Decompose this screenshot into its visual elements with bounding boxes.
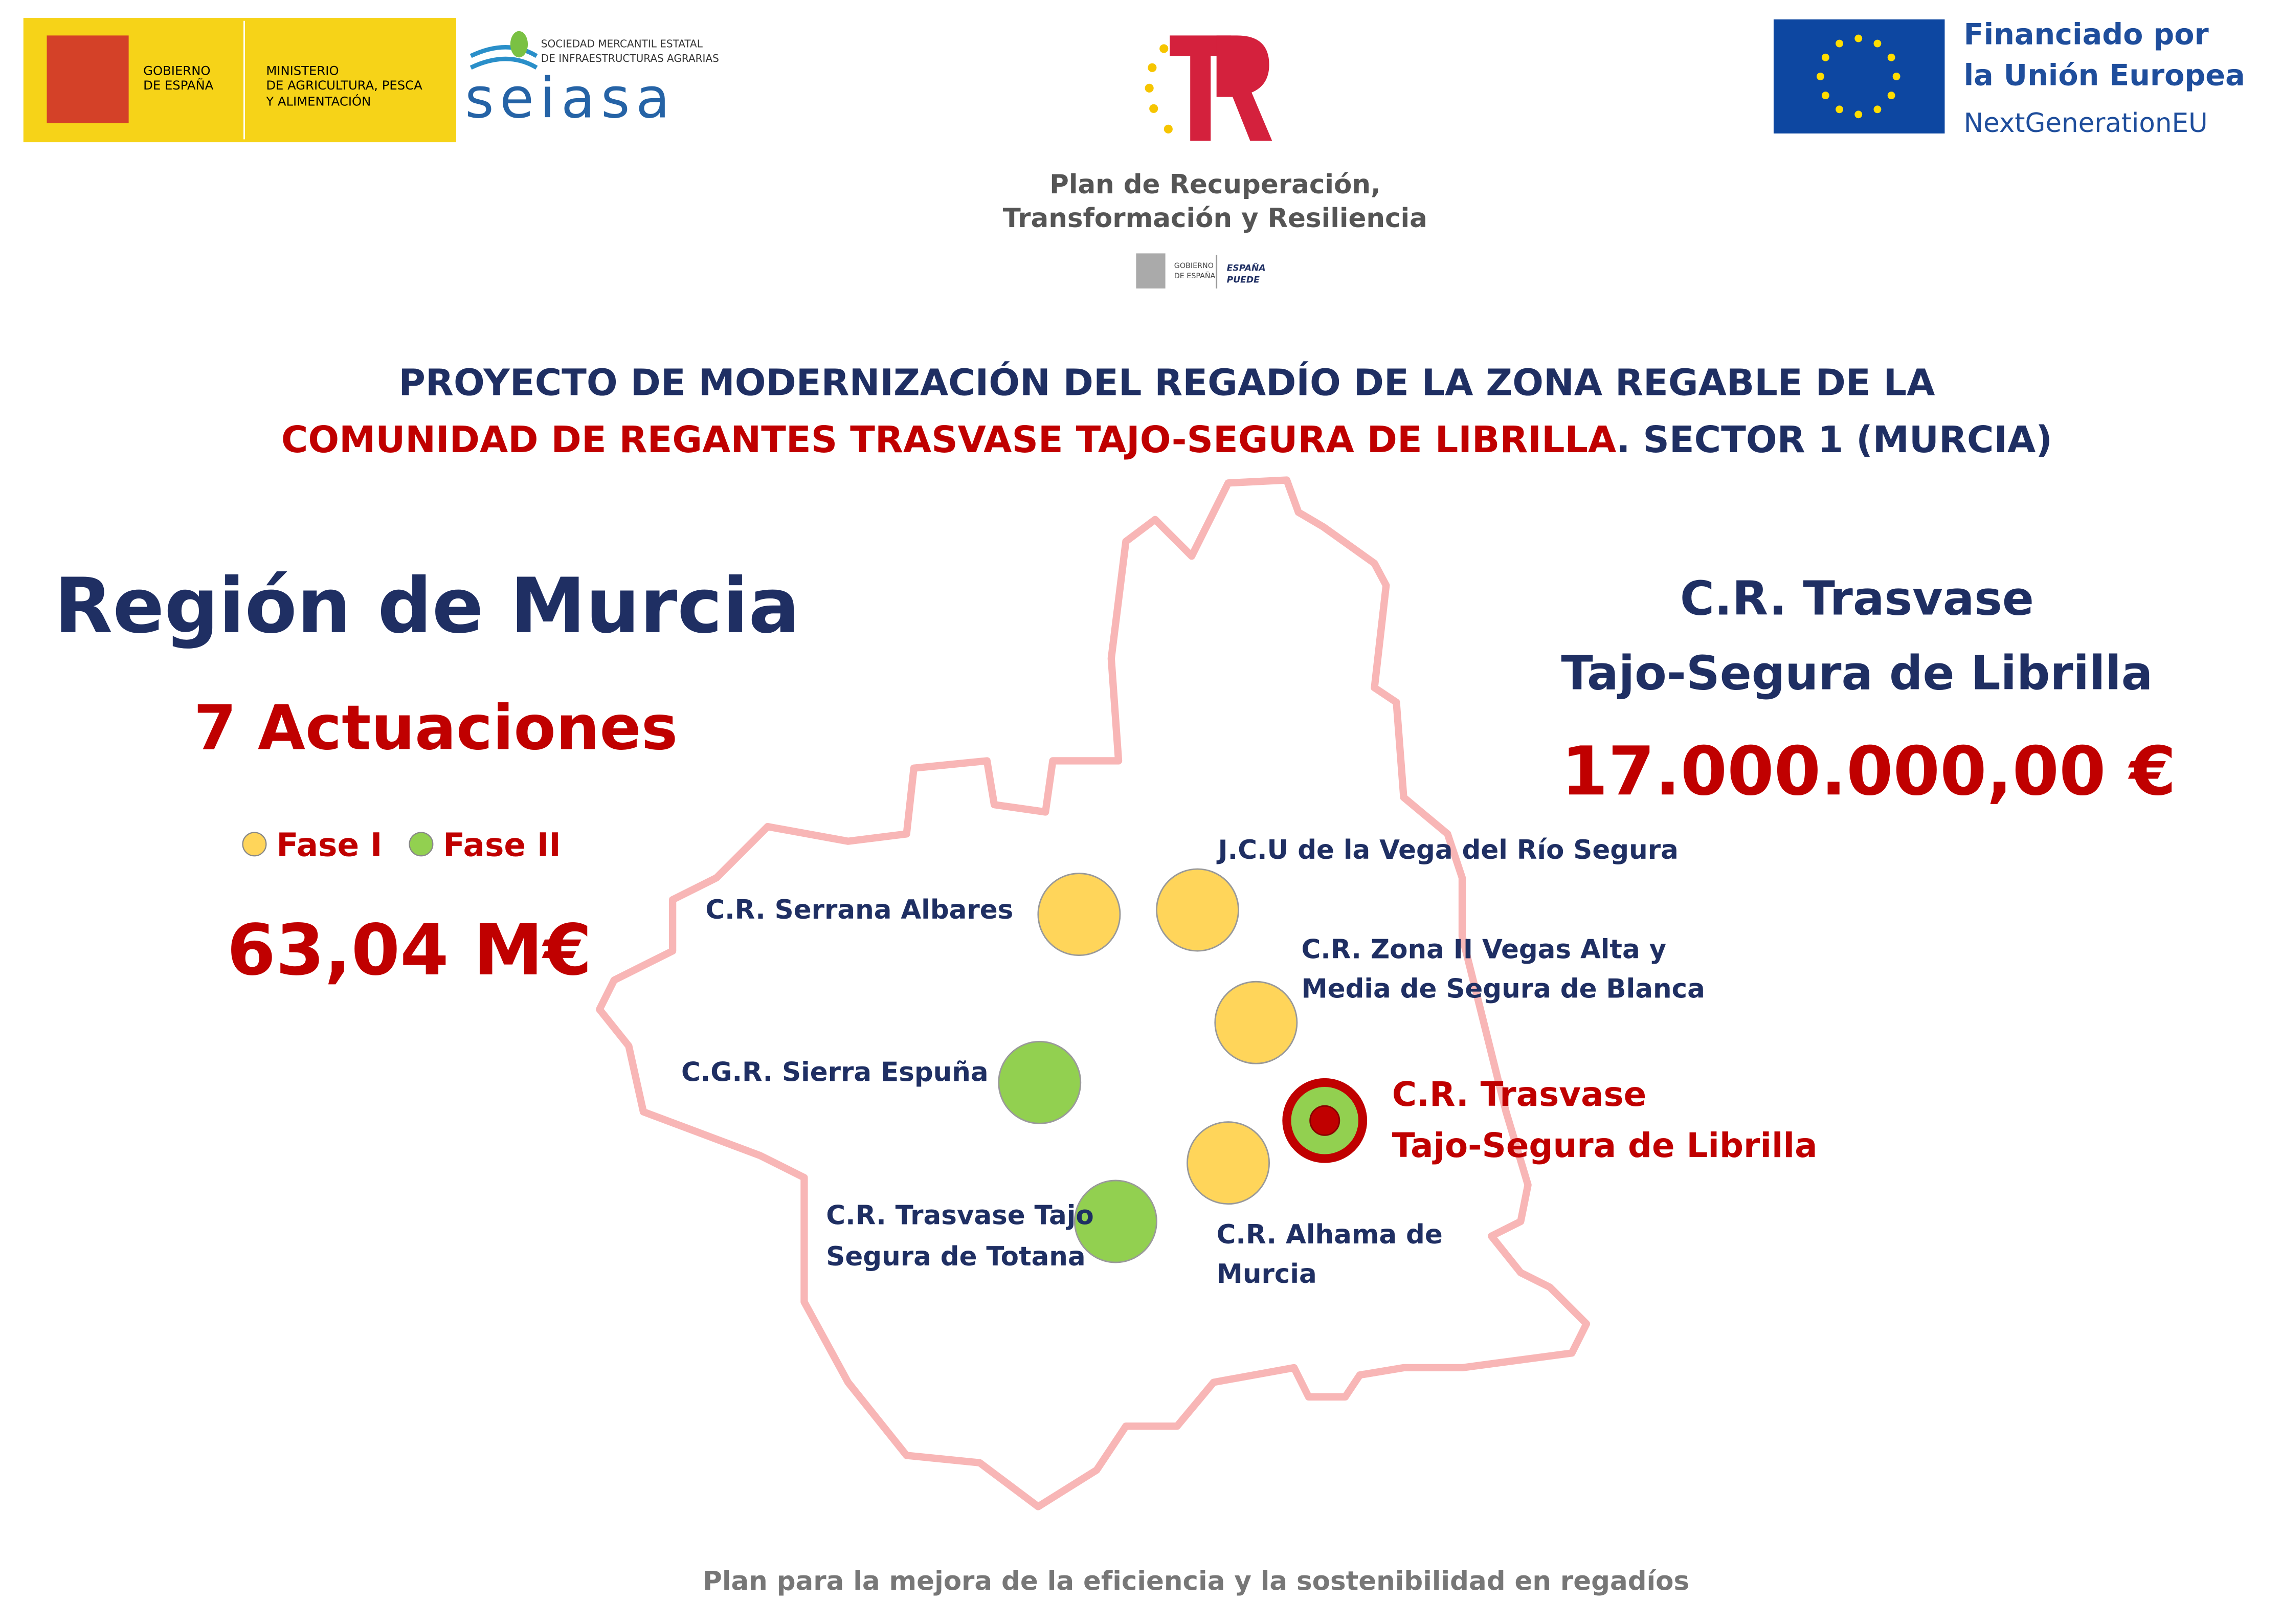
eu-star [1873,105,1882,114]
seiasa-leaf [510,31,528,58]
site-highlight [1309,1105,1340,1136]
eu-text: la Unión Europea [1964,59,2245,93]
title-line: PROYECTO DE MODERNIZACIÓN DEL REGADÍO DE… [399,362,1935,404]
site-label: C.R. Alhama de [1217,1219,1443,1250]
eu-star [1816,73,1824,80]
eu-star [1821,53,1829,61]
site-marker [1156,868,1239,952]
footer: Plan para la mejora de la eficiencia y l… [703,1566,1689,1596]
project-amount: 17.000.000,00 € [1561,732,2176,811]
legend: Fase I Fase II [242,826,561,863]
eu-sub: NextGenerationEU [1964,108,2208,139]
eu-star [1854,34,1863,42]
site-label: C.G.R. Sierra Espuña [681,1057,989,1088]
site-marker [1074,1180,1157,1263]
eu-stars [1816,34,1900,119]
ministry-text: DE AGRICULTURA, PESCA [266,78,422,93]
seiasa-name: seiasa [465,65,676,130]
sites: C.R. Serrana Albares J.C.U de la Vega del… [681,835,1817,1289]
eu-star [1873,39,1882,48]
legend-label: Fase II [443,826,561,863]
site-label: Murcia [1217,1259,1317,1289]
gov-text: GOBIERNO [143,63,210,78]
prtr-text: Plan de Recuperación, [1049,169,1380,200]
title-rest: . SECTOR 1 (MURCIA) [1616,418,2052,461]
eu-star [1854,110,1863,119]
prtr-t [1170,35,1232,141]
eu-star [1887,53,1895,61]
espana-puede: ESPAÑA [1227,262,1266,274]
site-label: Tajo-Segura de Librilla [1392,1126,1818,1165]
ministry-text: MINISTERIO [266,63,339,78]
site-label: C.R. Serrana Albares [705,895,1013,925]
coat-of-arms [47,35,129,123]
site-label: J.C.U de la Vega del Río Segura [1217,835,1679,865]
title-highlight: COMUNIDAD DE REGANTES TRASVASE TAJO-SEGU… [281,418,1616,461]
eu-text: Financiado por [1964,18,2209,52]
site-label: C.R. Trasvase Tajo [826,1200,1093,1231]
site-label: C.R. Trasvase [1392,1075,1646,1114]
prtr-stars [1145,44,1173,134]
ministry-text: Y ALIMENTACIÓN [265,94,371,109]
region-total: 63,04 M€ [227,910,592,991]
eu-star [1892,73,1900,80]
seiasa-caption: DE INFRAESTRUCTURAS AGRARIAS [541,52,719,64]
region-outline [596,476,1591,1510]
site-label: C.R. Zona II Vegas Alta y [1301,934,1666,965]
legend-dot [409,832,434,857]
seiasa-wave [469,56,538,70]
small-arms [1136,253,1166,288]
eu-star [1836,105,1844,114]
site-marker [998,1040,1082,1124]
site-label: Media de Segura de Blanca [1301,974,1705,1005]
eu-star [1836,39,1844,48]
project-name: C.R. Trasvase [1680,571,2034,626]
legend-label: Fase I [276,826,382,863]
prtr-text: Transformación y Resiliencia [1003,203,1427,234]
title-line: COMUNIDAD DE REGANTES TRASVASE TAJO-SEGU… [281,418,2052,461]
small-gov: GOBIERNO [1174,262,1214,270]
site-marker [1214,981,1298,1064]
gov-text: DE ESPAÑA [143,77,213,93]
project-name: Tajo-Segura de Librilla [1561,646,2153,700]
region-name: Región de Murcia [54,562,800,651]
site-label: Segura de Totana [826,1241,1085,1272]
site-marker [1037,873,1121,956]
seiasa-wave [469,45,538,58]
actions: 7 Actuaciones [194,693,678,764]
legend-dot [242,832,267,857]
prtr-r [1216,35,1272,141]
small-gov: DE ESPAÑA [1174,272,1216,280]
eu-star [1821,92,1829,100]
eu-star [1887,92,1895,100]
seiasa-caption: SOCIEDAD MERCANTIL ESTATAL [541,37,703,50]
site-marker [1187,1121,1270,1205]
espana-puede: PUEDE [1227,275,1260,285]
